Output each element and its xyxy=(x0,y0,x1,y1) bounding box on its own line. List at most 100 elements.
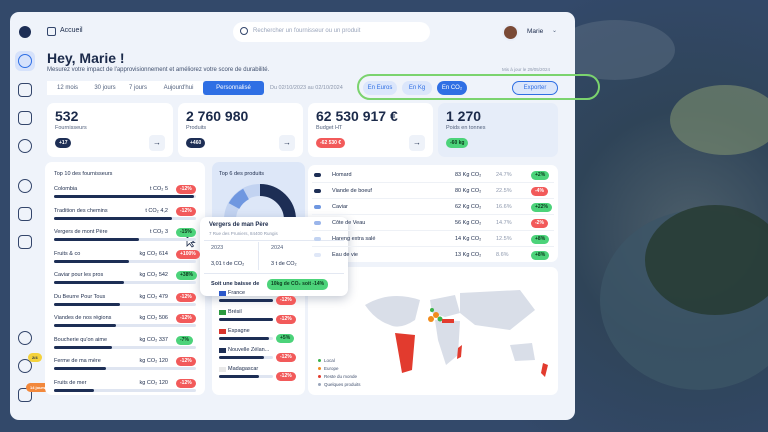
origin-bar xyxy=(219,337,269,340)
kpi-delta: +17 xyxy=(55,138,72,148)
export-button[interactable]: Exporter xyxy=(512,81,558,95)
product-share: 8.6% xyxy=(496,252,509,258)
tooltip-year: 2023 xyxy=(211,245,224,251)
search-icon xyxy=(240,27,248,35)
supplier-name: Fruits & co xyxy=(54,250,81,257)
product-value: 62 Kg CO₂ xyxy=(455,204,482,210)
period-filter[interactable]: Aujourd'hui xyxy=(154,81,203,95)
kpi-label: Poids en tonnes xyxy=(446,125,486,131)
search-placeholder: Rechercher un fournisseur ou un produit xyxy=(253,28,361,34)
product-value: 14 Kg CO₂ xyxy=(455,236,482,242)
date-range[interactable]: Du 02/10/2023 au 02/10/2024 xyxy=(270,85,343,91)
unit-filter[interactable]: En Kg xyxy=(402,81,432,95)
nav-home-label[interactable]: Accueil xyxy=(60,27,83,34)
product-value: 56 Kg CO₂ xyxy=(455,220,482,226)
tooltip-title: Vergers de man Père xyxy=(209,222,269,228)
product-change: -2% xyxy=(531,219,548,228)
grid-icon xyxy=(47,27,56,36)
supplier-track xyxy=(54,345,196,349)
tooltip-summary: Soit une baisse de xyxy=(211,281,260,287)
supplier-bar xyxy=(54,367,106,370)
world-map xyxy=(365,290,548,377)
kpi-link[interactable]: → xyxy=(409,135,425,151)
donut-chart xyxy=(224,184,296,221)
row-divider xyxy=(312,182,554,183)
nav-icon[interactable] xyxy=(18,359,32,373)
supplier-change: +38% xyxy=(176,271,197,280)
kpi-link[interactable]: → xyxy=(279,135,295,151)
origin-name: France xyxy=(228,290,246,296)
supplier-bar xyxy=(54,238,139,241)
supplier-change: -12% xyxy=(176,206,196,216)
supplier-value: 479 kg CO₂ xyxy=(139,293,168,300)
origin-bar xyxy=(219,375,259,378)
product-share: 22.5% xyxy=(496,188,512,194)
kpi-link[interactable]: → xyxy=(149,135,165,151)
product-share: 24.7% xyxy=(496,172,512,178)
user-menu-caret[interactable]: ⌄ xyxy=(552,28,558,34)
unit-filter[interactable]: En CO₂ xyxy=(437,81,467,95)
nav-icon[interactable] xyxy=(18,139,32,153)
legend-dot xyxy=(318,383,321,386)
product-value: 13 Kg CO₂ xyxy=(455,252,482,258)
nav-icon[interactable] xyxy=(18,388,32,402)
supplier-name: Tradition des chemins xyxy=(54,207,108,214)
nav-icon[interactable] xyxy=(18,331,32,345)
origin-name: Madagascar xyxy=(228,366,259,372)
row-divider xyxy=(312,230,554,231)
tooltip-year: 2024 xyxy=(271,245,284,251)
supplier-value: 542 kg CO₂ xyxy=(139,272,168,278)
period-filter[interactable]: 7 jours xyxy=(122,81,154,95)
sidebar-badge: 2/4 xyxy=(28,353,42,362)
product-name: Eau de vie xyxy=(332,252,358,258)
row-divider xyxy=(312,214,554,215)
panel-title: Top 10 des fournisseurs xyxy=(54,171,113,177)
kpi-value: 1 270 xyxy=(446,108,482,124)
supplier-value: 120 kg CO₂ xyxy=(139,379,168,386)
period-filter[interactable]: 30 jours xyxy=(88,81,122,95)
supplier-bar xyxy=(54,388,94,392)
supplier-change: -12% xyxy=(176,378,196,388)
unit-filter[interactable]: En Euros xyxy=(363,81,397,95)
product-change: +2% xyxy=(531,171,550,180)
divider xyxy=(204,273,344,274)
supplier-name: Ferme de ma mère xyxy=(54,358,101,364)
product-share: 12.5% xyxy=(496,236,512,242)
period-filter[interactable]: 12 mois xyxy=(47,81,88,95)
legend-dot xyxy=(314,189,321,193)
divider xyxy=(258,242,259,270)
nav-icon[interactable] xyxy=(18,111,32,125)
nav-icon[interactable] xyxy=(18,83,32,97)
updated: Mis à jour le 29/05/2024 xyxy=(502,67,551,72)
kpi-label: Budget HT xyxy=(316,125,343,131)
background-photo xyxy=(575,20,768,390)
user-name[interactable]: Marie xyxy=(527,28,544,35)
flag xyxy=(219,310,226,315)
supplier-value: 337 kg CO₂ xyxy=(139,336,168,343)
product-share: 16.6% xyxy=(496,204,512,210)
supplier-value: 4,2 t CO₂ xyxy=(145,207,168,214)
nav-icon[interactable] xyxy=(18,207,32,221)
kpi-delta: +460 xyxy=(186,138,206,148)
search-box[interactable] xyxy=(233,22,430,42)
origin-name: Espagne xyxy=(228,328,250,334)
period-filter[interactable]: Personnalisé xyxy=(203,81,264,95)
supplier-bar xyxy=(54,345,112,349)
supplier-change: -7% xyxy=(176,335,193,345)
nav-icon[interactable] xyxy=(18,179,32,193)
legend-label: Quelques produits xyxy=(324,382,361,387)
avatar[interactable] xyxy=(502,24,519,41)
divider xyxy=(204,240,344,241)
supplier-bar xyxy=(54,281,124,284)
nav-icon[interactable] xyxy=(18,235,32,249)
kpi-value: 532 xyxy=(55,108,79,124)
products-table xyxy=(308,165,558,262)
supplier-name: Fruits de mer xyxy=(54,379,87,386)
origin-bar xyxy=(219,318,273,321)
legend-label: Local xyxy=(324,358,335,363)
tooltip-badge: 10kg de CO₂ soit -14% xyxy=(267,279,329,290)
nav-icon[interactable] xyxy=(18,54,32,68)
product-change: +8% xyxy=(531,235,550,244)
